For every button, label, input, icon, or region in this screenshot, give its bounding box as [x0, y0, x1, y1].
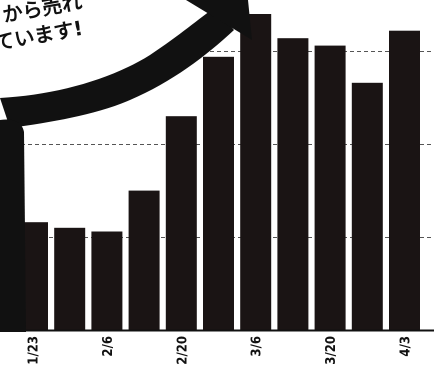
- bar-1-30: [54, 227, 86, 330]
- bar-2-20: [165, 116, 197, 330]
- arrow-body: [0, 8, 234, 128]
- arrow-head: [186, 0, 252, 40]
- arrow-tail: [0, 119, 26, 332]
- bar-2-13: [128, 190, 160, 330]
- bar-3-6: [240, 14, 272, 330]
- bar-3-27: [351, 82, 383, 330]
- bar-4-3: [389, 30, 420, 330]
- bar-3-13: [277, 38, 309, 330]
- callout: から売れ ています!: [0, 0, 252, 332]
- tick-label-2-20: 2/20: [175, 336, 190, 365]
- bar-2-27: [203, 56, 234, 331]
- bars: [17, 14, 420, 331]
- tick-label-3-6: 3/6: [250, 336, 265, 357]
- bar-3-20: [314, 45, 346, 330]
- callout-bubble: [0, 0, 216, 90]
- tick-label-2-6: 2/6: [101, 336, 116, 357]
- tick-label-3-20: 3/20: [324, 336, 339, 365]
- tick-label-4-3: 4/3: [399, 336, 414, 357]
- tick-label-1-23: 1/23: [27, 336, 42, 365]
- bar-2-6: [91, 231, 123, 330]
- x-axis: 1/23 2/6 2/20 3/6 3/20 4/3: [0, 329, 434, 365]
